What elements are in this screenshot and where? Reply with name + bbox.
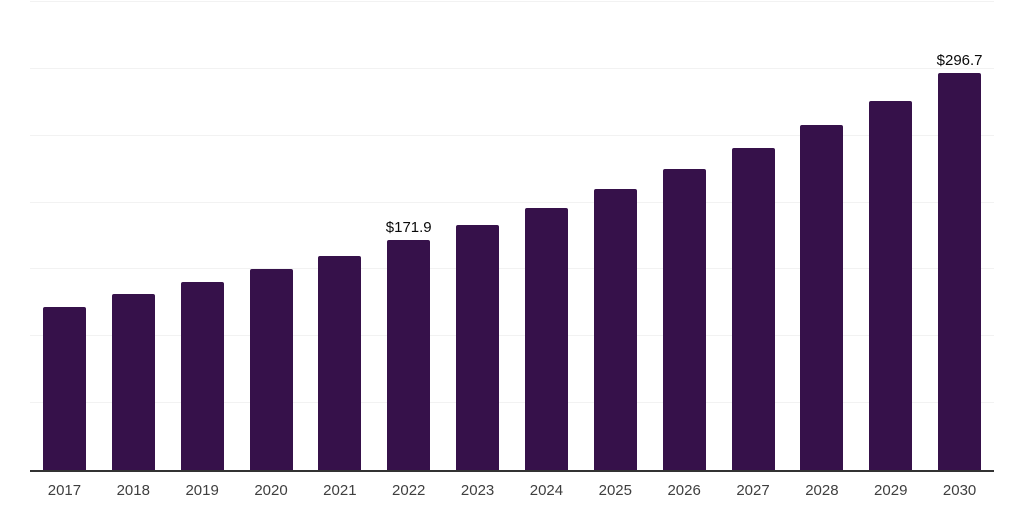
bar-2024[interactable]	[524, 208, 568, 470]
x-tick-label-2022: 2022	[392, 482, 426, 499]
bar-value-label-2022: $171.9	[385, 219, 432, 237]
x-tick-label-2029: 2029	[874, 482, 908, 499]
bar-2026[interactable]	[662, 169, 706, 470]
bar-2023[interactable]	[456, 225, 500, 470]
bars-container: $171.9 $296.7	[30, 2, 994, 470]
bar-column-2028	[787, 2, 856, 470]
gridline-50	[30, 402, 994, 404]
bar-2017[interactable]	[42, 307, 86, 470]
x-tick-label-2020: 2020	[254, 482, 288, 499]
x-tick-label-2027: 2027	[736, 482, 770, 499]
x-tick-label-2017: 2017	[47, 482, 82, 499]
bar-column-2023	[443, 2, 512, 470]
bar-column-2019	[168, 2, 237, 470]
bar-2022[interactable]: $171.9	[386, 219, 432, 470]
gridline-250	[30, 134, 994, 136]
bar-column-2017	[30, 2, 99, 470]
bar-2020[interactable]	[249, 269, 293, 470]
bar-2027[interactable]	[731, 148, 775, 470]
x-tick-label-2024: 2024	[529, 482, 564, 499]
bar-2021[interactable]	[318, 255, 362, 470]
x-tick-label-2025: 2025	[598, 482, 632, 499]
bar-column-2027	[719, 2, 788, 470]
x-tick-label-2021: 2021	[323, 482, 357, 499]
bar-column-2025	[581, 2, 650, 470]
bar-2019[interactable]	[180, 282, 224, 470]
x-tick-label-2019: 2019	[185, 482, 219, 499]
gridline-150	[30, 268, 994, 270]
bar-column-2021	[305, 2, 374, 470]
gridline-350	[30, 1, 994, 2]
bar-column-2030: $296.7	[925, 2, 994, 470]
bar-2029[interactable]	[869, 100, 913, 470]
x-tick-label-2030: 2030	[942, 482, 977, 499]
gridline-300	[30, 67, 994, 69]
bar-value-label-2030: $296.7	[936, 52, 983, 70]
plot-area: $171.9 $296.7	[30, 1, 994, 472]
x-tick-label-2023: 2023	[460, 482, 495, 499]
bar-2018[interactable]	[111, 294, 155, 470]
x-tick-label-2018: 2018	[116, 482, 150, 499]
x-tick-label-2026: 2026	[667, 482, 701, 499]
bar-column-2024	[512, 2, 581, 470]
x-tick-label-2028: 2028	[805, 482, 839, 499]
bar-2030[interactable]: $296.7	[937, 52, 983, 470]
bar-column-2026	[650, 2, 719, 470]
gridline-200	[30, 201, 994, 203]
gridline-100	[30, 335, 994, 337]
bar-column-2022: $171.9	[374, 2, 443, 470]
bar-2028[interactable]	[800, 125, 844, 470]
bar-column-2020	[237, 2, 306, 470]
x-axis-labels: 2017 2018 2019 2020 2021 2022 2023 2024 2025 2026…	[30, 482, 994, 499]
bar-column-2018	[99, 2, 168, 470]
bar-column-2029	[856, 2, 925, 470]
bar-2025[interactable]	[593, 189, 637, 470]
